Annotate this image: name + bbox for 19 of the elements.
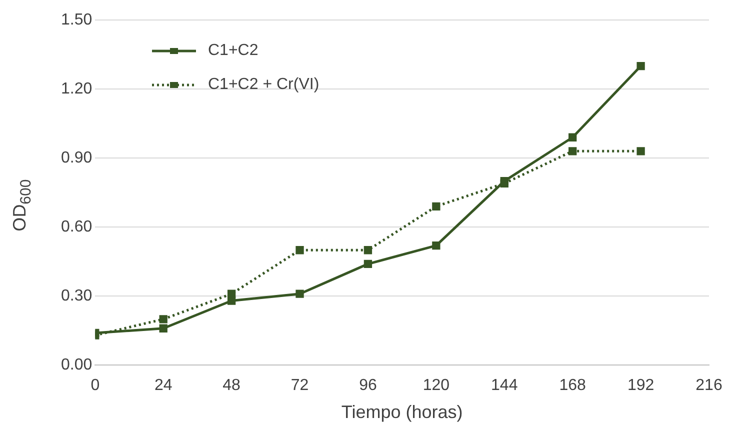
x-tick-label: 192 (627, 377, 654, 394)
legend-label: C1+C2 + Cr(VI) (208, 76, 320, 94)
x-tick-label: 120 (422, 377, 450, 394)
x-tick-label: 0 (90, 377, 100, 394)
y-tick-label: 1.20 (61, 80, 92, 98)
y-tick-label: 0.30 (61, 288, 92, 305)
x-tick-label: 48 (222, 377, 241, 394)
y-tick-label: 0.00 (61, 356, 92, 374)
x-axis-title: Tiempo (horas) (341, 402, 463, 422)
x-tick-label: 144 (491, 377, 518, 394)
x-tick-label: 216 (696, 377, 722, 394)
x-tick-label: 72 (290, 377, 309, 394)
x-tick-label: 24 (154, 377, 172, 394)
x-tick-label: 96 (359, 377, 377, 394)
y-tick-label: 1.50 (61, 11, 92, 28)
x-tick-label: 168 (559, 377, 586, 394)
y-tick-label: 0.90 (61, 149, 92, 166)
legend-label: C1+C2 (208, 42, 258, 60)
y-tick-label: 0.60 (61, 218, 92, 236)
